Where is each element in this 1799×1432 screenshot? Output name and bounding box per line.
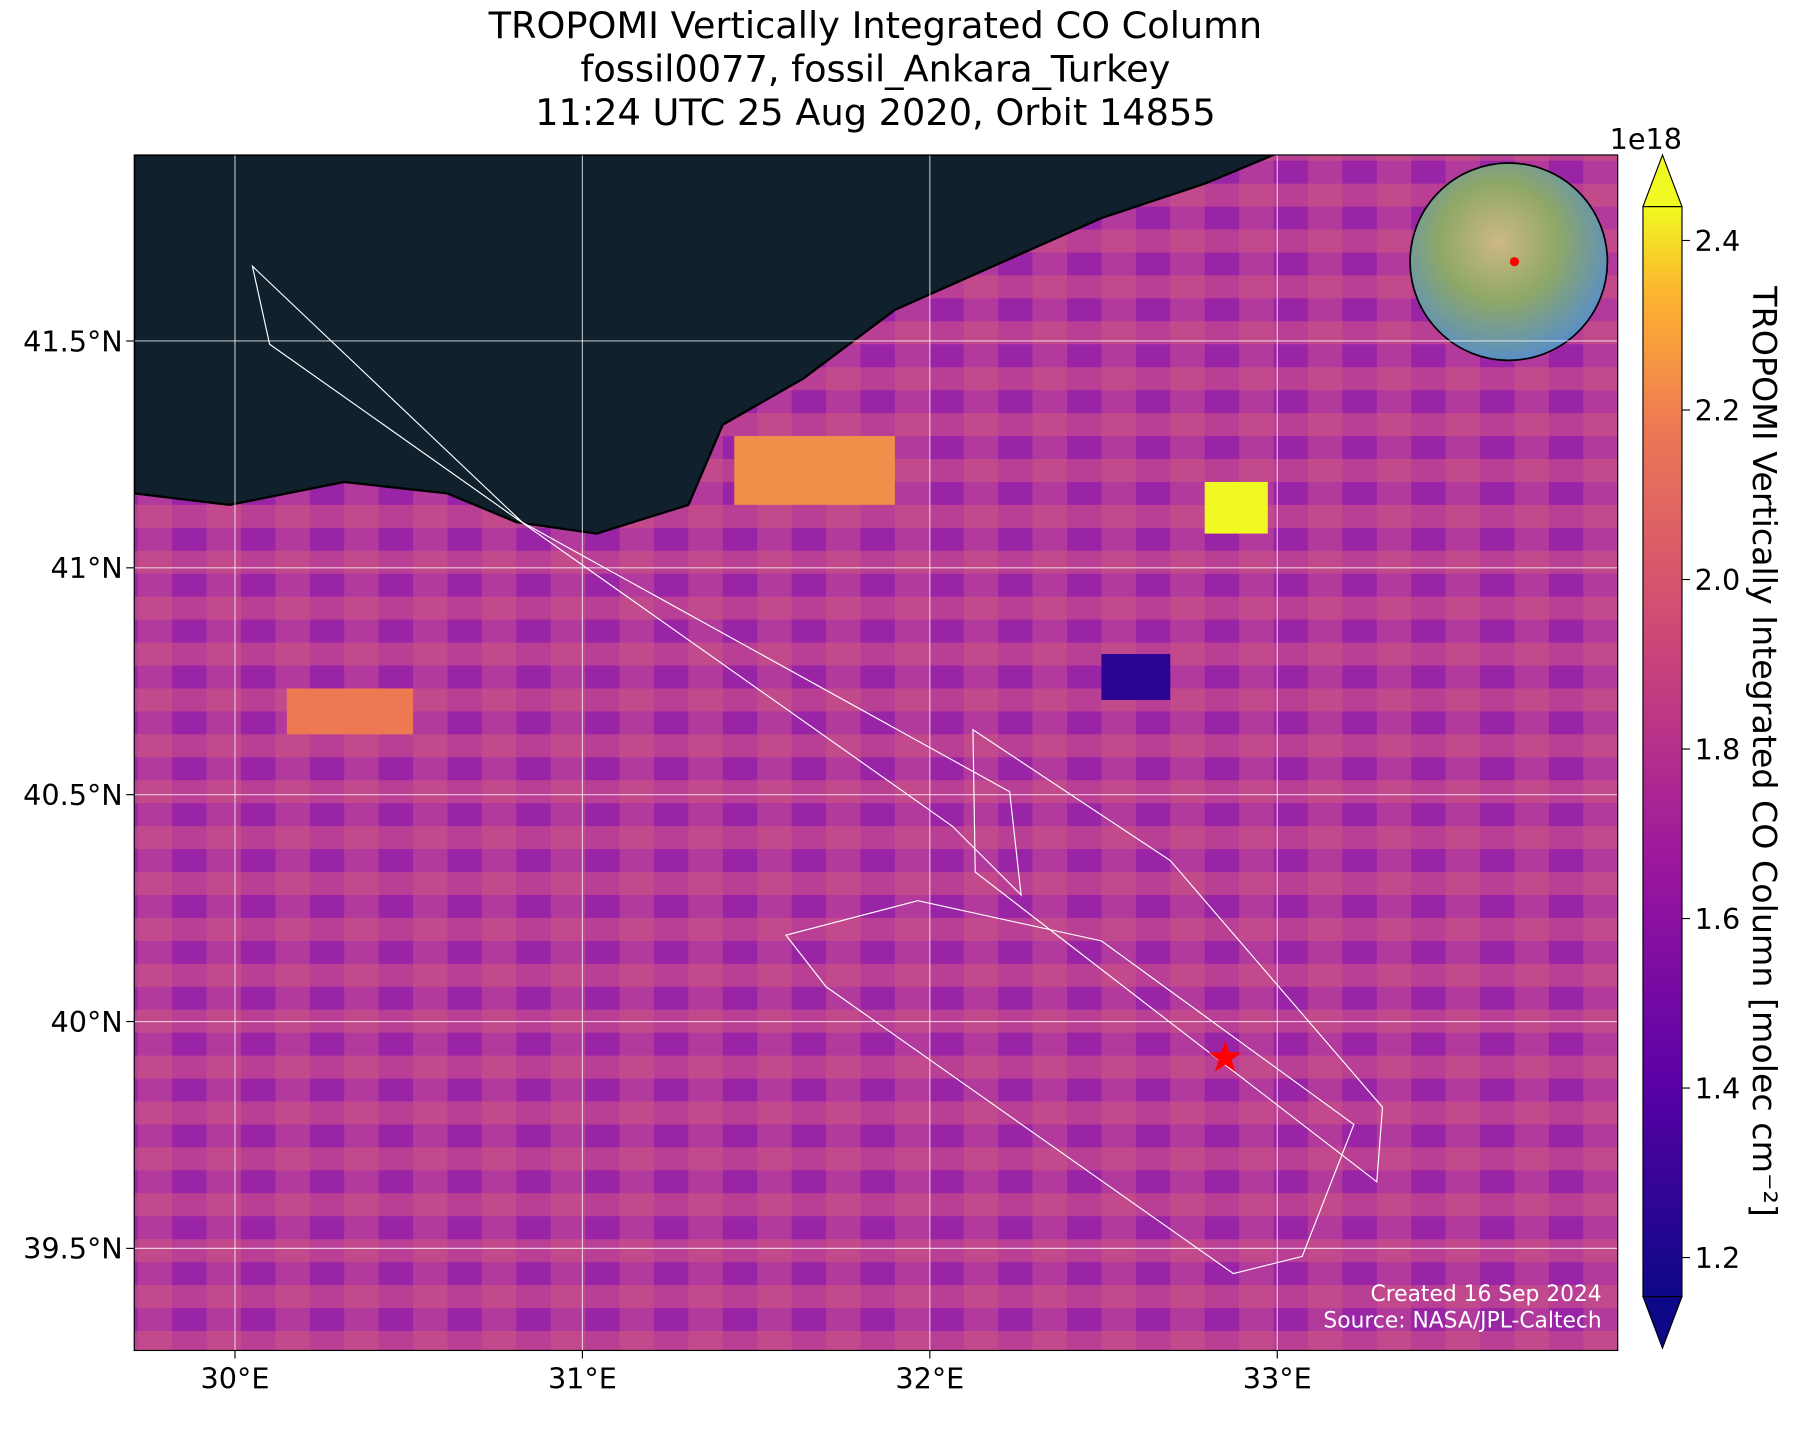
x-tick-label: 31°E xyxy=(548,1361,617,1395)
x-tick-label: 33°E xyxy=(1243,1361,1312,1395)
map-frame xyxy=(133,154,1619,1352)
swath xyxy=(251,264,1384,1275)
y-tick-label: 39.5°N xyxy=(23,1232,123,1266)
y-tick-label: 40.5°N xyxy=(23,778,123,812)
colorbar-multiplier: 1e18 xyxy=(1610,122,1682,156)
co-pixel xyxy=(1204,481,1268,534)
colorbar-tick-label: 2.4 xyxy=(1695,224,1741,258)
grid: 30°E 31°E 32°E 33°E 39.5°N 40°N 40.5°N 41°N 41.5… xyxy=(23,154,1618,1395)
colorbar-tick-label: 1.8 xyxy=(1695,732,1741,766)
colorbar-tick-label: 2.0 xyxy=(1695,563,1741,597)
title-block: TROPOMI Vertically Integrated CO Columnf… xyxy=(488,4,1263,134)
annotation: Created 16 Sep 2024 xyxy=(1370,1282,1601,1307)
chart-title: TROPOMI Vertically Integrated CO Column xyxy=(488,4,1263,47)
co-pixel xyxy=(1101,654,1171,700)
co-pixel xyxy=(734,436,895,505)
map-area xyxy=(134,154,1618,1351)
colorbar-extend-max xyxy=(1642,153,1683,208)
colorbar-tick-label: 2.2 xyxy=(1695,393,1741,427)
sea xyxy=(134,154,1274,535)
co-pixel xyxy=(286,688,414,735)
colorbar-label: TROPOMI Vertically Integrated CO Column … xyxy=(1745,285,1784,1217)
colorbar: 1e18 TROPOMI Vertically Integrated CO Co… xyxy=(1610,122,1784,1350)
colorbar-tick-label: 1.2 xyxy=(1695,1241,1741,1275)
y-tick-label: 40°N xyxy=(50,1005,122,1039)
inset-globe xyxy=(1409,162,1609,362)
colorbar-frame xyxy=(1642,206,1683,1298)
chart-title: fossil0077, fossil_Ankara_Turkey xyxy=(580,48,1170,91)
annotation: Source: NASA/JPL-Caltech xyxy=(1323,1309,1601,1334)
colorbar-tick-label: 1.6 xyxy=(1695,902,1741,936)
site-marker xyxy=(1208,1040,1242,1072)
colorbar-tick-label: 1.4 xyxy=(1695,1071,1741,1105)
x-tick-label: 30°E xyxy=(201,1361,270,1395)
colorbar-gradient xyxy=(1642,206,1682,1297)
x-tick-label: 32°E xyxy=(895,1361,964,1395)
inset-marker xyxy=(1509,257,1520,267)
y-tick-label: 41°N xyxy=(50,551,122,585)
y-tick-label: 41.5°N xyxy=(23,324,123,358)
chart-title: 11:24 UTC 25 Aug 2020, Orbit 14855 xyxy=(535,91,1216,134)
colorbar-extend-min xyxy=(1642,1295,1683,1350)
